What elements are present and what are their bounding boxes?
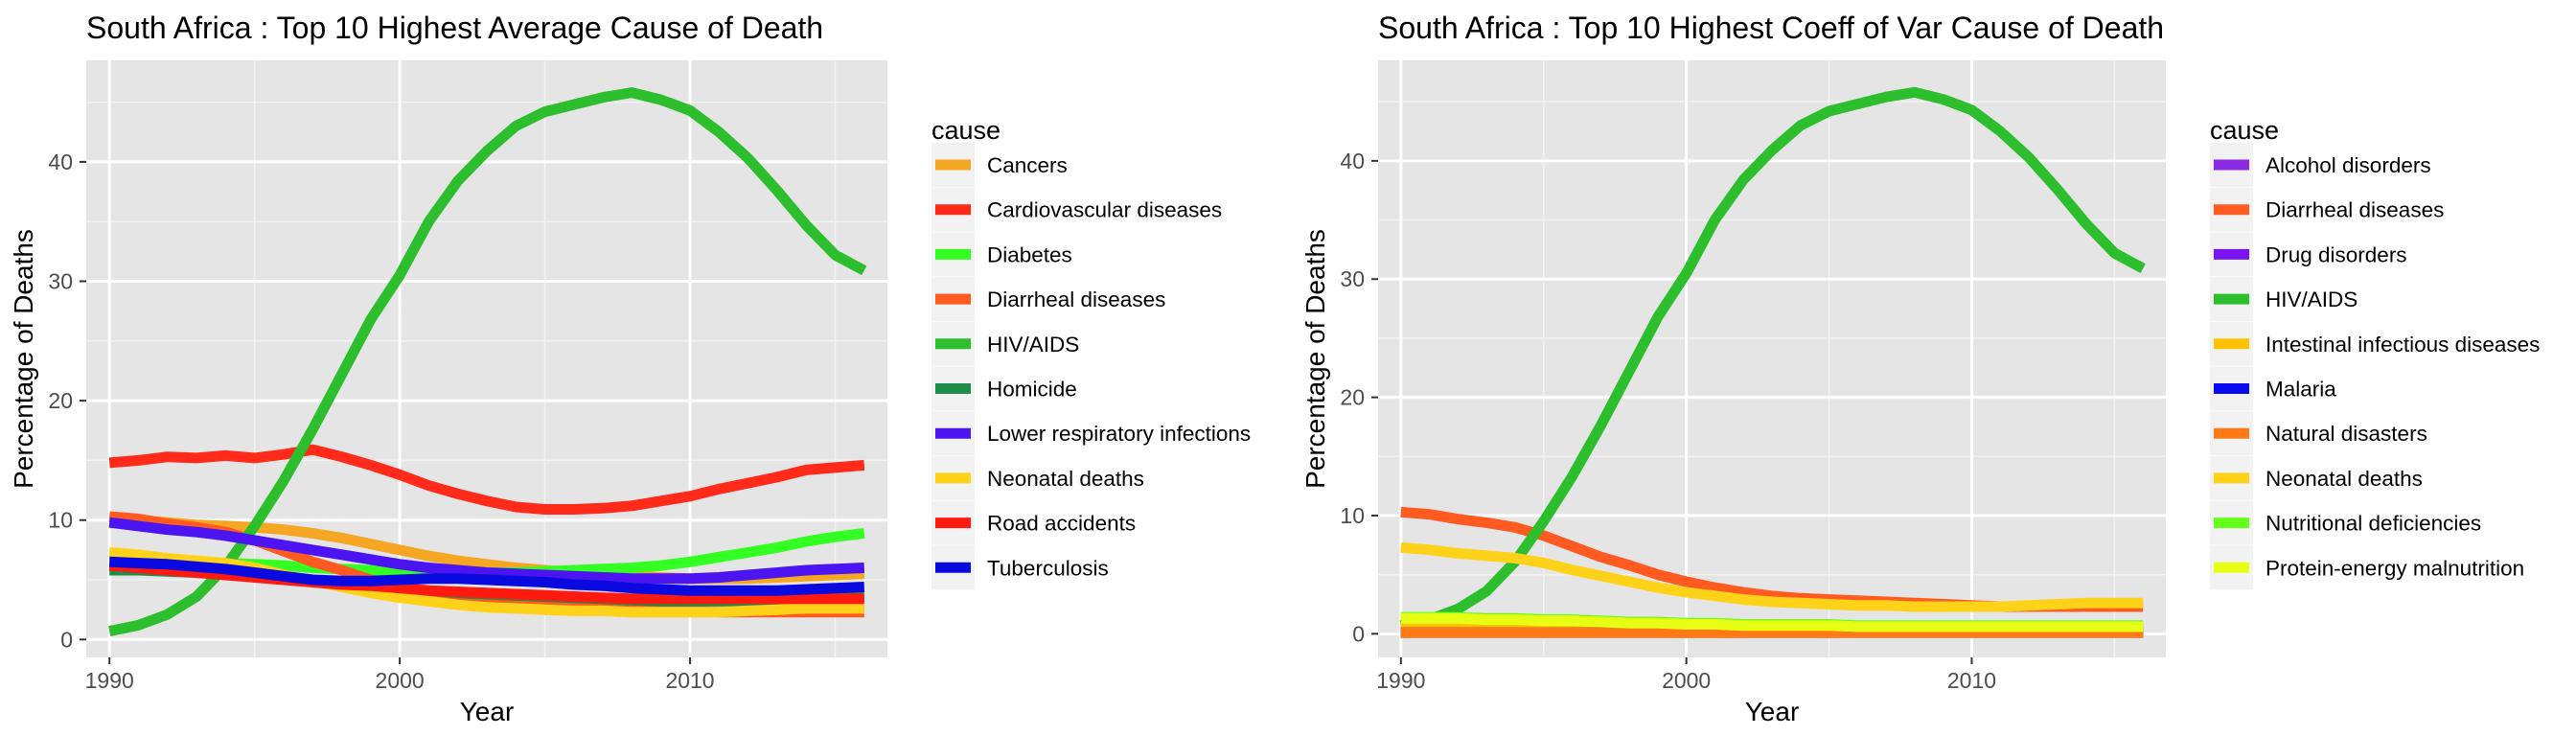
legend-label: Diabetes [987, 242, 1072, 266]
series-line [1400, 541, 2144, 612]
legend-label: Road accidents [987, 512, 1136, 536]
chart-title: South Africa : Top 10 Highest Average Ca… [86, 11, 823, 45]
y-axis-label: Percentage of Deaths [9, 229, 38, 489]
legend-item: Diarrheal diseases [932, 277, 1165, 322]
legend-item: Intestinal infectious diseases [2210, 321, 2540, 366]
legend-label: HIV/AIDS [2266, 288, 2358, 311]
series-lines [1399, 86, 2146, 638]
legend-title: cause [2210, 116, 2279, 145]
series-line [108, 517, 865, 585]
series-line [1400, 612, 2144, 632]
series-line [108, 87, 867, 636]
legend-label: Cancers [987, 153, 1068, 177]
legend-item: Diabetes [932, 232, 1072, 277]
legend-item: HIV/AIDS [2210, 277, 2358, 322]
legend-item: HIV/AIDS [932, 321, 1079, 366]
x-tick-label: 2010 [665, 668, 714, 693]
legend-title: cause [932, 116, 1000, 145]
series-line [108, 546, 864, 618]
y-tick-label: 30 [1340, 266, 1365, 291]
legend-label: Nutritional deficiencies [2266, 512, 2481, 536]
legend-item: Lower respiratory infections [932, 411, 1251, 456]
series-line [1399, 86, 2146, 632]
y-axis-ticks: 0 10 20 30 40 [1340, 149, 1378, 646]
legend-item: Road accidents [932, 500, 1136, 545]
legend-label: Drug disorders [2266, 242, 2407, 266]
y-tick-label: 30 [48, 269, 73, 294]
legend-label: Lower respiratory infections [987, 422, 1251, 446]
legend-item: Neonatal deaths [932, 455, 1144, 500]
legend-label: HIV/AIDS [987, 333, 1079, 356]
x-tick-label: 1990 [1376, 668, 1425, 693]
y-tick-label: 10 [48, 508, 73, 533]
legend-item: Natural disasters [2210, 411, 2427, 456]
series-lines [108, 87, 867, 636]
legend-item: Protein-energy malnutrition [2210, 545, 2524, 590]
legend-item: Tuberculosis [932, 545, 1109, 590]
x-axis-label: Year [460, 697, 515, 726]
legend: cause Alcohol disorders Diarrheal disease… [2210, 116, 2540, 590]
legend-label: Diarrheal diseases [987, 288, 1165, 311]
legend-item: Nutritional deficiencies [2210, 500, 2481, 545]
x-axis-ticks: 1990 2000 2010 [1376, 657, 1996, 693]
y-tick-label: 10 [1340, 503, 1365, 528]
legend-label: Homicide [987, 378, 1077, 402]
series-line [108, 444, 865, 515]
legend: cause Cancers Cardiovascular diseases Diab… [932, 116, 1251, 590]
y-tick-label: 40 [48, 150, 73, 174]
legend-label: Diarrheal diseases [2266, 198, 2444, 222]
y-axis-ticks: 0 10 20 30 40 [48, 150, 86, 652]
legend-item: Neonatal deaths [2210, 455, 2423, 500]
legend-label: Tuberculosis [987, 556, 1109, 580]
y-tick-label: 40 [1340, 149, 1365, 173]
legend-item: Drug disorders [2210, 232, 2407, 277]
chart-panel-average: South Africa : Top 10 Highest Average Ca… [9, 11, 1251, 726]
legend-label: Malaria [2266, 378, 2336, 402]
legend-label: Cardiovascular diseases [987, 198, 1222, 222]
legend-item: Homicide [932, 366, 1077, 411]
x-tick-label: 1990 [85, 668, 134, 693]
legend-item: Malaria [2210, 366, 2336, 411]
series-line [108, 560, 864, 605]
x-axis-ticks: 1990 2000 2010 [85, 657, 715, 693]
x-axis-label: Year [1745, 697, 1800, 726]
x-tick-label: 2000 [1662, 668, 1711, 693]
y-axis-label: Percentage of Deaths [1300, 229, 1330, 489]
legend-label: Protein-energy malnutrition [2266, 556, 2524, 580]
y-tick-label: 20 [1340, 385, 1365, 410]
legend-item: Diarrheal diseases [2210, 187, 2444, 232]
legend-label: Neonatal deaths [987, 467, 1144, 491]
series-line [108, 556, 865, 596]
legend-label: Alcohol disorders [2266, 153, 2431, 177]
chart-title: South Africa : Top 10 Highest Coeff of V… [1378, 11, 2164, 45]
x-tick-label: 2000 [376, 668, 425, 693]
legend-label: Natural disasters [2266, 422, 2427, 446]
y-tick-label: 20 [48, 388, 73, 413]
legend-item: Alcohol disorders [2210, 143, 2431, 187]
legend-item: Cancers [932, 143, 1068, 187]
chart-panel-coeff-var: South Africa : Top 10 Highest Coeff of V… [1300, 11, 2540, 726]
legend-label: Neonatal deaths [2266, 467, 2423, 491]
y-tick-label: 0 [60, 627, 73, 652]
x-tick-label: 2010 [1947, 668, 1996, 693]
legend-item: Cardiovascular diseases [932, 187, 1222, 232]
y-tick-label: 0 [1352, 621, 1365, 646]
legend-label: Intestinal infectious diseases [2266, 333, 2540, 356]
